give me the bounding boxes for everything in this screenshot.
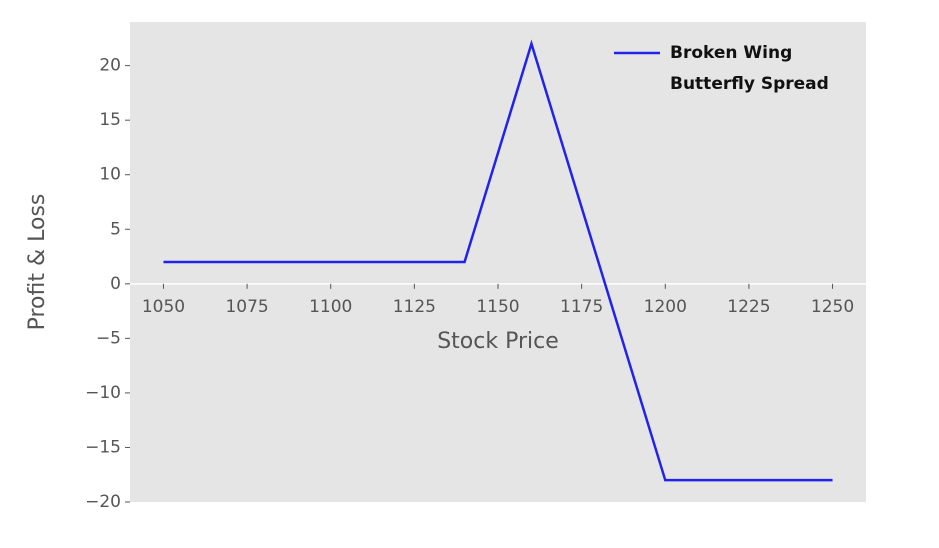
- y-tick-label: 20: [99, 56, 121, 76]
- y-tick-label: 10: [99, 165, 121, 185]
- x-tick-label: 1075: [225, 297, 268, 317]
- x-tick-label: 1250: [811, 297, 854, 317]
- x-tick-label: 1150: [476, 297, 519, 317]
- y-tick-label: −5: [96, 328, 121, 348]
- x-tick-label: 1225: [727, 297, 770, 317]
- legend-label: Broken Wing Butterfly Spread: [670, 43, 829, 94]
- y-tick-label: 0: [110, 274, 121, 294]
- y-axis-label: Profit & Loss: [25, 194, 50, 331]
- x-tick-label: 1100: [309, 297, 352, 317]
- y-tick-label: 15: [99, 110, 121, 130]
- y-tick-label: −15: [85, 437, 121, 457]
- y-tick-label: 5: [110, 219, 121, 239]
- line: [163, 39, 833, 482]
- x-axis-label: Stock Price: [437, 329, 559, 354]
- x-tick-label: 1200: [644, 297, 687, 317]
- y-tick-label: −20: [85, 492, 121, 512]
- x-tick-label: 1125: [393, 297, 436, 317]
- x-tick-label: 1050: [142, 297, 185, 317]
- y-tick-label: −10: [85, 383, 121, 403]
- x-tick-label: 1175: [560, 297, 603, 317]
